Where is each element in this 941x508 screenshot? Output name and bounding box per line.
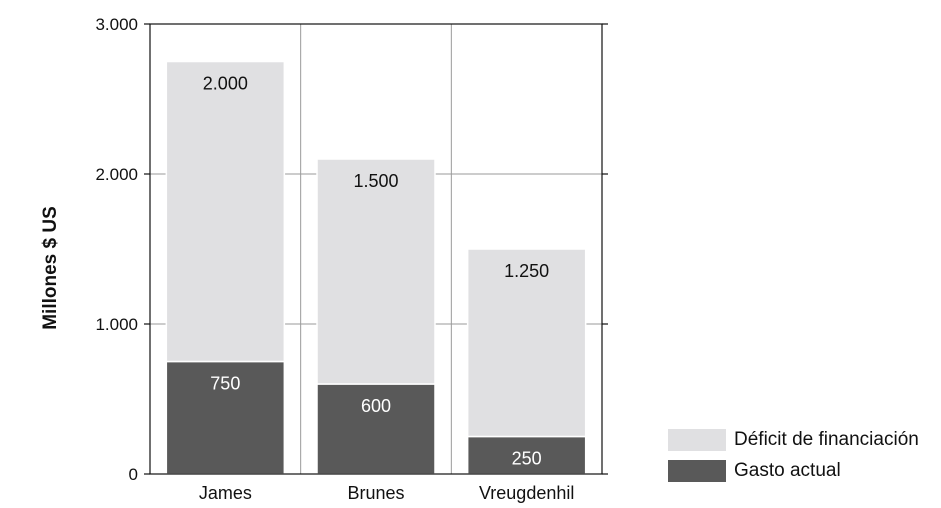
legend: Déficit de financiación Gasto actual (668, 424, 919, 486)
data-label-deficit-vreugdenhil: 1.250 (504, 261, 549, 281)
data-label-deficit-brunes: 1.500 (353, 171, 398, 191)
bars: 750 2.000 600 1.500 250 1.250 (165, 60, 587, 475)
plot-frame (149, 23, 603, 475)
data-label-gasto-actual-james: 750 (210, 374, 240, 394)
legend-label: Gasto actual (734, 459, 841, 481)
category-label-brunes: Brunes (347, 483, 404, 503)
x-categories: James Brunes Vreugdenhil (199, 483, 575, 503)
category-label-vreugdenhil: Vreugdenhil (479, 483, 574, 503)
data-label-gasto-actual-brunes: 600 (361, 396, 391, 416)
legend-item-0: Déficit de financiación (668, 424, 919, 455)
data-label-deficit-james: 2.000 (203, 74, 248, 94)
y-axis-label: Millones $ US (40, 206, 61, 330)
bar-deficit-brunes (316, 158, 436, 385)
y-tick-label-2: 2.000 (95, 165, 138, 184)
axes (149, 23, 603, 475)
bar-gasto-actual-james (165, 360, 286, 475)
bar-deficit-james (165, 60, 286, 363)
category-label-james: James (199, 483, 252, 503)
y-tick-label-3: 3.000 (95, 15, 138, 34)
legend-label: Déficit de financiación (734, 428, 919, 450)
legend-item-1: Gasto actual (668, 455, 919, 486)
legend-swatch (668, 428, 726, 451)
y-tick-label-1: 1.000 (95, 315, 138, 334)
legend-swatch (668, 459, 726, 482)
y-tick-label-0: 0 (129, 465, 138, 484)
data-label-gasto-actual-vreugdenhil: 250 (512, 449, 542, 469)
bar-deficit-vreugdenhil (466, 248, 587, 438)
bar-gasto-actual-vreugdenhil (466, 435, 587, 475)
y-ticks: 0 1.000 2.000 3.000 (95, 15, 608, 484)
